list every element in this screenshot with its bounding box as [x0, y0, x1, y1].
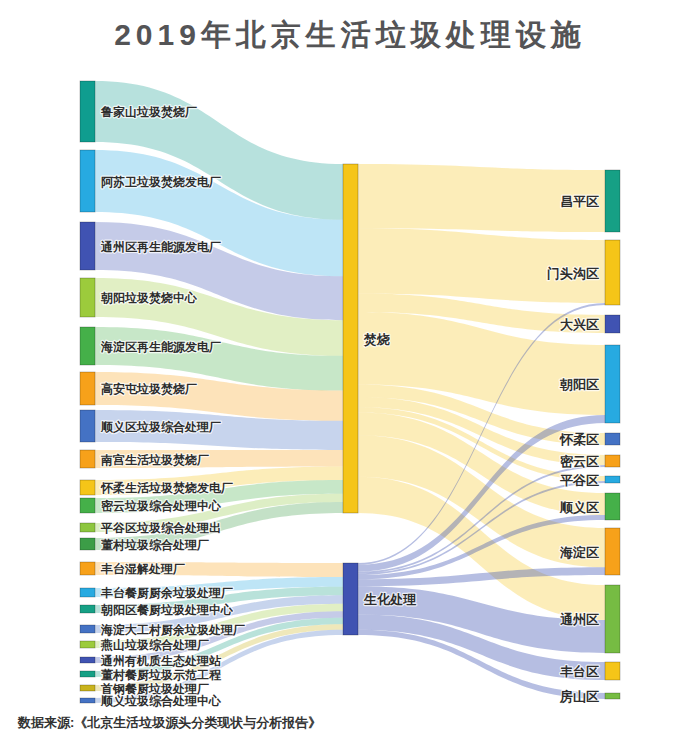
- node-haidian_dgc[interactable]: [80, 625, 95, 633]
- label-fengtai_cc: 丰台餐厨厨余垃圾处理厂: [100, 586, 233, 600]
- node-daxing[interactable]: [605, 315, 620, 333]
- label-shenghua: 生化处理: [363, 592, 417, 607]
- label-yanshan_zh: 燕山垃圾综合处理厂: [100, 638, 209, 652]
- label-lujiashan: 鲁家山垃圾焚烧厂: [100, 105, 197, 119]
- label-fengtai_q: 丰台区: [560, 664, 599, 679]
- node-shunyi_zh[interactable]: [80, 410, 95, 442]
- node-shunyi_q[interactable]: [605, 493, 620, 520]
- label-asuwei: 阿苏卫垃圾焚烧发电厂: [101, 175, 221, 189]
- sankey-page: 2019年北京生活垃圾处理设施 鲁家山垃圾焚烧厂阿苏卫垃圾焚烧发电厂通州区再生能…: [0, 0, 700, 750]
- label-pinggu_zh: 平谷区垃圾综合处理出: [100, 521, 221, 535]
- label-shunyi_q: 顺义区: [559, 500, 599, 515]
- label-fenshao: 焚烧: [363, 332, 390, 347]
- label-miyun_zh: 密云垃圾综合处理中心: [101, 499, 222, 513]
- label-fangshan_q: 房山区: [559, 689, 599, 704]
- node-haidian_q[interactable]: [605, 528, 620, 575]
- label-chaoyang_fs: 朝阳垃圾焚烧中心: [100, 291, 198, 305]
- node-yanshan_zh[interactable]: [80, 641, 95, 648]
- label-tongzhou_q: 通州区: [560, 612, 599, 627]
- label-mentougou: 门头沟区: [547, 266, 599, 281]
- label-shunyi_zh: 顺义区垃圾综合处理厂: [100, 420, 221, 434]
- label-pinggu_q: 平谷区: [560, 473, 599, 488]
- node-chaoyang_q[interactable]: [605, 345, 620, 423]
- node-shenghua[interactable]: [343, 563, 358, 635]
- label-chaoyang_cc: 朝阳区餐厨垃圾处理中心: [100, 603, 234, 617]
- source-note: 数据来源:《北京生活垃圾源头分类现状与分析报告》: [18, 714, 321, 732]
- node-fangshan_q[interactable]: [605, 693, 620, 699]
- label-tongzhou_yjz: 通州有机质生态处理站: [100, 654, 222, 668]
- label-tongzhou_zs: 通州区再生能源发电厂: [100, 240, 221, 254]
- node-pinggu_zh[interactable]: [80, 523, 95, 532]
- node-lujiashan[interactable]: [80, 81, 95, 142]
- label-nangong: 南宫生活垃圾焚烧厂: [100, 453, 209, 467]
- node-shougang_cc[interactable]: [80, 685, 95, 691]
- node-asuwei[interactable]: [80, 150, 95, 212]
- node-mentougou[interactable]: [605, 240, 620, 305]
- node-chaoyang_fs[interactable]: [80, 278, 95, 317]
- node-nangong[interactable]: [80, 450, 95, 468]
- node-tongzhou_q[interactable]: [605, 585, 620, 653]
- label-dongcun_zh: 董村垃圾综合处理厂: [101, 538, 209, 552]
- label-miyun_q: 密云区: [560, 454, 599, 469]
- label-haidian_q: 海淀区: [559, 545, 599, 560]
- label-haidian_zs: 海淀区再生能源发电厂: [100, 340, 221, 354]
- node-fengtai_cc[interactable]: [80, 588, 95, 597]
- label-huairou_q: 怀柔区: [559, 432, 599, 447]
- label-chaoyang_q: 朝阳区: [559, 377, 599, 392]
- label-gaoantun: 高安屯垃圾焚烧厂: [101, 382, 197, 396]
- label-huairou_fs: 怀柔生活垃圾焚烧发电厂: [100, 481, 233, 495]
- label-haidian_dgc: 海淀大工村厨余垃圾处理厂: [100, 623, 245, 637]
- label-dongcun_cc: 董村餐厨垃圾示范工程: [101, 668, 222, 682]
- label-shunyi_zx: 顺义垃圾综合处理中心: [100, 694, 222, 708]
- node-tongzhou_yjz[interactable]: [80, 657, 95, 663]
- sankey-chart: 鲁家山垃圾焚烧厂阿苏卫垃圾焚烧发电厂通州区再生能源发电厂朝阳垃圾焚烧中心海淀区再…: [0, 0, 700, 750]
- node-fengtai_q[interactable]: [605, 662, 620, 680]
- node-huairou_q[interactable]: [605, 433, 620, 445]
- node-gaoantun[interactable]: [80, 372, 95, 405]
- node-miyun_zh[interactable]: [80, 498, 95, 513]
- node-pinggu_q[interactable]: [605, 476, 620, 483]
- node-shunyi_zx[interactable]: [80, 698, 95, 703]
- label-daxing: 大兴区: [560, 317, 599, 332]
- node-tongzhou_zs[interactable]: [80, 222, 95, 270]
- node-miyun_q[interactable]: [605, 455, 620, 467]
- node-haidian_zs[interactable]: [80, 327, 95, 365]
- label-fengtai_sj: 丰台湿解处理厂: [100, 562, 185, 576]
- node-dongcun_zh[interactable]: [80, 538, 95, 550]
- node-changping[interactable]: [605, 170, 620, 232]
- node-fenshao[interactable]: [343, 164, 358, 513]
- label-changping: 昌平区: [560, 194, 599, 209]
- node-chaoyang_cc[interactable]: [80, 605, 95, 613]
- node-fengtai_sj[interactable]: [80, 562, 95, 575]
- node-dongcun_cc[interactable]: [80, 671, 95, 677]
- node-huairou_fs[interactable]: [80, 480, 95, 495]
